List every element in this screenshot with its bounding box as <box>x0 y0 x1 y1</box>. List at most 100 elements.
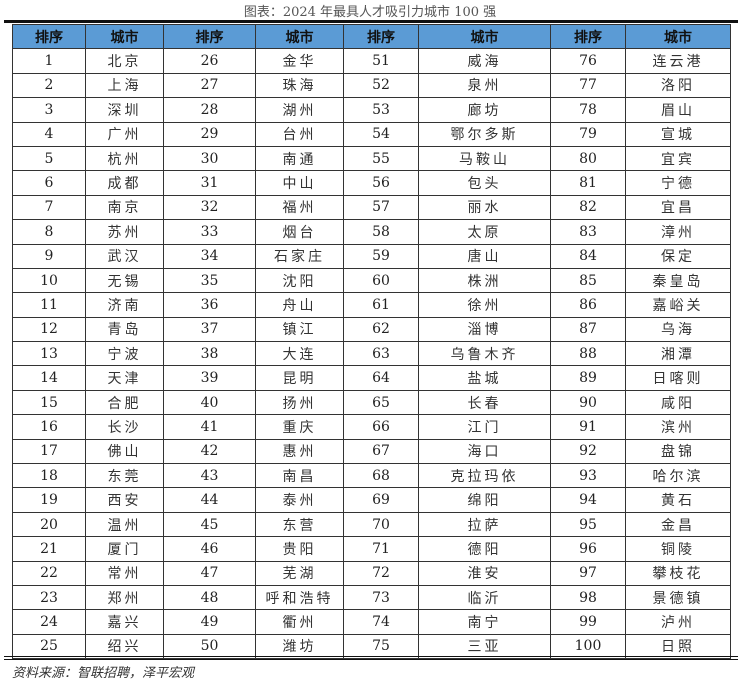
city-cell: 嘉峪关 <box>625 292 731 318</box>
rank-cell: 51 <box>343 48 419 74</box>
city-cell: 惠州 <box>255 438 344 465</box>
city-cell: 泉州 <box>418 72 551 99</box>
city-cell: 威海 <box>418 48 551 74</box>
rank-cell: 46 <box>163 536 256 562</box>
table-row: 8 苏州 33 烟台 58 太原 83 漳州 <box>12 219 731 245</box>
city-cell: 丽水 <box>418 194 551 221</box>
city-cell: 湘潭 <box>625 341 731 367</box>
rank-cell: 84 <box>550 243 626 269</box>
header-row: 排序 城市 排序 城市 排序 城市 排序 城市 <box>12 23 731 50</box>
header-rank: 排序 <box>343 23 419 50</box>
city-cell: 东莞 <box>85 463 164 489</box>
rank-cell: 43 <box>163 463 256 489</box>
city-cell: 克拉玛依 <box>418 463 551 489</box>
rank-cell: 52 <box>343 72 419 99</box>
city-cell: 合肥 <box>85 389 164 416</box>
rank-cell: 42 <box>163 438 256 465</box>
city-cell: 重庆 <box>255 414 344 440</box>
city-cell: 金昌 <box>625 511 731 538</box>
city-cell: 廊坊 <box>418 97 551 123</box>
city-cell: 南昌 <box>255 463 344 489</box>
city-cell: 温州 <box>85 511 164 538</box>
rank-cell: 19 <box>12 487 86 513</box>
rank-cell: 44 <box>163 487 256 513</box>
header-city: 城市 <box>418 23 551 50</box>
rank-cell: 47 <box>163 560 256 586</box>
rank-cell: 61 <box>343 292 419 318</box>
rank-cell: 37 <box>163 316 256 343</box>
rank-cell: 8 <box>12 219 86 245</box>
rank-cell: 30 <box>163 145 256 172</box>
rank-cell: 7 <box>12 194 86 221</box>
rank-cell: 95 <box>550 511 626 538</box>
city-cell: 石家庄 <box>255 243 344 269</box>
rank-cell: 73 <box>343 584 419 611</box>
rank-cell: 71 <box>343 536 419 562</box>
city-cell: 乌鲁木齐 <box>418 341 551 367</box>
table-row: 14 天津 39 昆明 64 盐城 89 日喀则 <box>12 365 731 391</box>
rank-cell: 2 <box>12 72 86 99</box>
rank-cell: 94 <box>550 487 626 513</box>
city-cell: 常州 <box>85 560 164 586</box>
city-cell: 成都 <box>85 170 164 196</box>
city-cell: 绵阳 <box>418 487 551 513</box>
city-cell: 宣城 <box>625 121 731 147</box>
rank-cell: 89 <box>550 365 626 391</box>
city-cell: 北京 <box>85 48 164 74</box>
city-cell: 唐山 <box>418 243 551 269</box>
city-cell: 眉山 <box>625 97 731 123</box>
rank-cell: 5 <box>12 145 86 172</box>
rank-cell: 53 <box>343 97 419 123</box>
city-cell: 铜陵 <box>625 536 731 562</box>
city-cell: 武汉 <box>85 243 164 269</box>
rank-cell: 76 <box>550 48 626 74</box>
table-row: 21 厦门 46 贵阳 71 德阳 96 铜陵 <box>12 536 731 562</box>
rank-cell: 93 <box>550 463 626 489</box>
rank-cell: 72 <box>343 560 419 586</box>
rank-cell: 36 <box>163 292 256 318</box>
rank-cell: 28 <box>163 97 256 123</box>
rank-cell: 22 <box>12 560 86 586</box>
rank-cell: 23 <box>12 584 86 611</box>
rank-cell: 50 <box>163 633 256 660</box>
rank-cell: 67 <box>343 438 419 465</box>
rank-cell: 34 <box>163 243 256 269</box>
rank-cell: 9 <box>12 243 86 269</box>
table-row: 7 南京 32 福州 57 丽水 82 宜昌 <box>12 194 731 221</box>
table-row: 24 嘉兴 49 衢州 74 南宁 99 泸州 <box>12 609 731 635</box>
city-cell: 马鞍山 <box>418 145 551 172</box>
rank-cell: 77 <box>550 72 626 99</box>
city-cell: 西安 <box>85 487 164 513</box>
rank-cell: 54 <box>343 121 419 147</box>
rank-cell: 96 <box>550 536 626 562</box>
rank-cell: 68 <box>343 463 419 489</box>
rank-cell: 21 <box>12 536 86 562</box>
rank-cell: 58 <box>343 219 419 245</box>
city-cell: 台州 <box>255 121 344 147</box>
rank-cell: 92 <box>550 438 626 465</box>
rank-cell: 18 <box>12 463 86 489</box>
city-cell: 连云港 <box>625 48 731 74</box>
header-rank: 排序 <box>163 23 256 50</box>
rank-cell: 29 <box>163 121 256 147</box>
city-cell: 无锡 <box>85 267 164 294</box>
city-cell: 黄石 <box>625 487 731 513</box>
city-cell: 攀枝花 <box>625 560 731 586</box>
city-cell: 盘锦 <box>625 438 731 465</box>
table-row: 22 常州 47 芜湖 72 淮安 97 攀枝花 <box>12 560 731 586</box>
city-cell: 宁德 <box>625 170 731 196</box>
table-row: 15 合肥 40 扬州 65 长春 90 咸阳 <box>12 389 731 416</box>
rank-cell: 24 <box>12 609 86 635</box>
city-cell: 徐州 <box>418 292 551 318</box>
source-note: 资料来源：智联招聘，泽平宏观 <box>12 666 195 681</box>
city-cell: 上海 <box>85 72 164 99</box>
city-cell: 乌海 <box>625 316 731 343</box>
city-cell: 嘉兴 <box>85 609 164 635</box>
city-cell: 泸州 <box>625 609 731 635</box>
rank-cell: 27 <box>163 72 256 99</box>
rank-cell: 98 <box>550 584 626 611</box>
rank-cell: 32 <box>163 194 256 221</box>
city-cell: 宜宾 <box>625 145 731 172</box>
city-cell: 滨州 <box>625 414 731 440</box>
rank-cell: 56 <box>343 170 419 196</box>
